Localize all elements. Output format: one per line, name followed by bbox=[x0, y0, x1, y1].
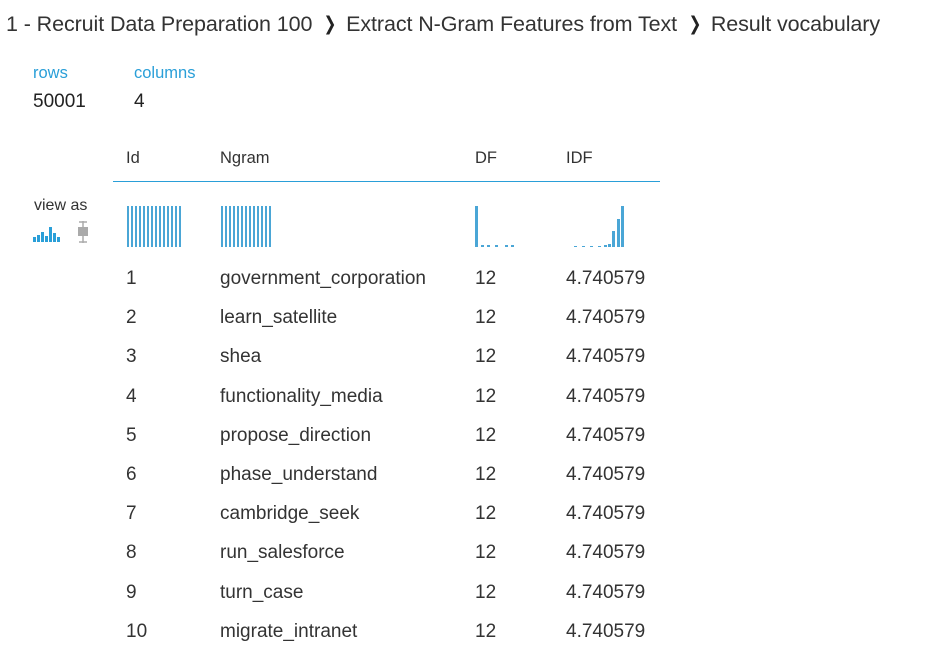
cell-df: 12 bbox=[475, 542, 497, 564]
column-header-id[interactable]: Id bbox=[126, 149, 140, 167]
cell-df: 12 bbox=[475, 503, 497, 525]
cell-df: 12 bbox=[475, 307, 497, 329]
cell-ngram: functionality_media bbox=[220, 385, 383, 407]
cell-id: 8 bbox=[126, 542, 137, 564]
cell-ngram: shea bbox=[220, 346, 262, 368]
cell-id: 3 bbox=[126, 346, 137, 368]
cell-df: 12 bbox=[475, 464, 497, 485]
chevron-right-icon: ❯ bbox=[323, 14, 337, 35]
ngram-histogram[interactable] bbox=[221, 205, 277, 247]
columns-value: 4 bbox=[134, 91, 145, 112]
cell-id: 10 bbox=[126, 620, 148, 642]
cell-id: 9 bbox=[126, 581, 137, 603]
cell-ngram: government_corporation bbox=[220, 268, 426, 289]
cell-idf: 4.740579 bbox=[566, 503, 646, 525]
columns-label: columns bbox=[134, 64, 196, 82]
breadcrumb: 1 - Recruit Data Preparation 100 ❯ Extract… bbox=[6, 12, 880, 37]
cell-ngram: cambridge_seek bbox=[220, 503, 360, 525]
breadcrumb-item-experiment[interactable]: 1 - Recruit Data Preparation 100 bbox=[6, 12, 313, 36]
view-as-label: view as bbox=[34, 197, 88, 214]
header-divider bbox=[113, 181, 660, 182]
cell-id: 4 bbox=[126, 385, 137, 407]
cell-idf: 4.740579 bbox=[566, 620, 646, 642]
rows-label: rows bbox=[33, 64, 68, 82]
cell-ngram: propose_direction bbox=[220, 424, 372, 446]
breadcrumb-item-output: Result vocabulary bbox=[710, 12, 880, 36]
cell-ngram: phase_understand bbox=[220, 464, 378, 485]
column-header-df[interactable]: DF bbox=[475, 149, 497, 167]
histogram-icon[interactable] bbox=[33, 224, 61, 242]
cell-id: 7 bbox=[126, 503, 137, 525]
cell-df: 12 bbox=[475, 346, 497, 368]
column-header-ngram[interactable]: Ngram bbox=[220, 149, 270, 167]
cell-df: 12 bbox=[475, 268, 497, 289]
cell-idf: 4.740579 bbox=[566, 424, 646, 446]
column-header-idf[interactable]: IDF bbox=[566, 149, 593, 167]
cell-df: 12 bbox=[475, 581, 497, 603]
cell-id: 2 bbox=[126, 307, 137, 329]
chevron-right-icon: ❯ bbox=[688, 14, 702, 35]
breadcrumb-item-module[interactable]: Extract N-Gram Features from Text bbox=[346, 12, 677, 36]
cell-idf: 4.740579 bbox=[566, 581, 646, 603]
rows-value: 50001 bbox=[33, 91, 86, 112]
df-histogram[interactable] bbox=[475, 205, 523, 247]
cell-id: 1 bbox=[126, 268, 137, 289]
cell-df: 12 bbox=[475, 385, 497, 407]
cell-id: 5 bbox=[126, 424, 137, 446]
boxplot-icon[interactable] bbox=[76, 221, 90, 243]
cell-idf: 4.740579 bbox=[566, 346, 646, 368]
cell-idf: 4.740579 bbox=[566, 385, 646, 407]
cell-ngram: turn_case bbox=[220, 581, 304, 603]
cell-idf: 4.740579 bbox=[566, 464, 646, 485]
cell-idf: 4.740579 bbox=[566, 268, 646, 289]
cell-idf: 4.740579 bbox=[566, 542, 646, 564]
cell-df: 12 bbox=[475, 424, 497, 446]
cell-idf: 4.740579 bbox=[566, 307, 646, 329]
cell-id: 6 bbox=[126, 464, 137, 485]
id-histogram[interactable] bbox=[127, 205, 187, 247]
cell-ngram: migrate_intranet bbox=[220, 620, 358, 642]
cell-ngram: learn_satellite bbox=[220, 307, 338, 329]
cell-ngram: run_salesforce bbox=[220, 542, 345, 564]
cell-df: 12 bbox=[475, 620, 497, 642]
idf-histogram[interactable] bbox=[570, 205, 626, 247]
